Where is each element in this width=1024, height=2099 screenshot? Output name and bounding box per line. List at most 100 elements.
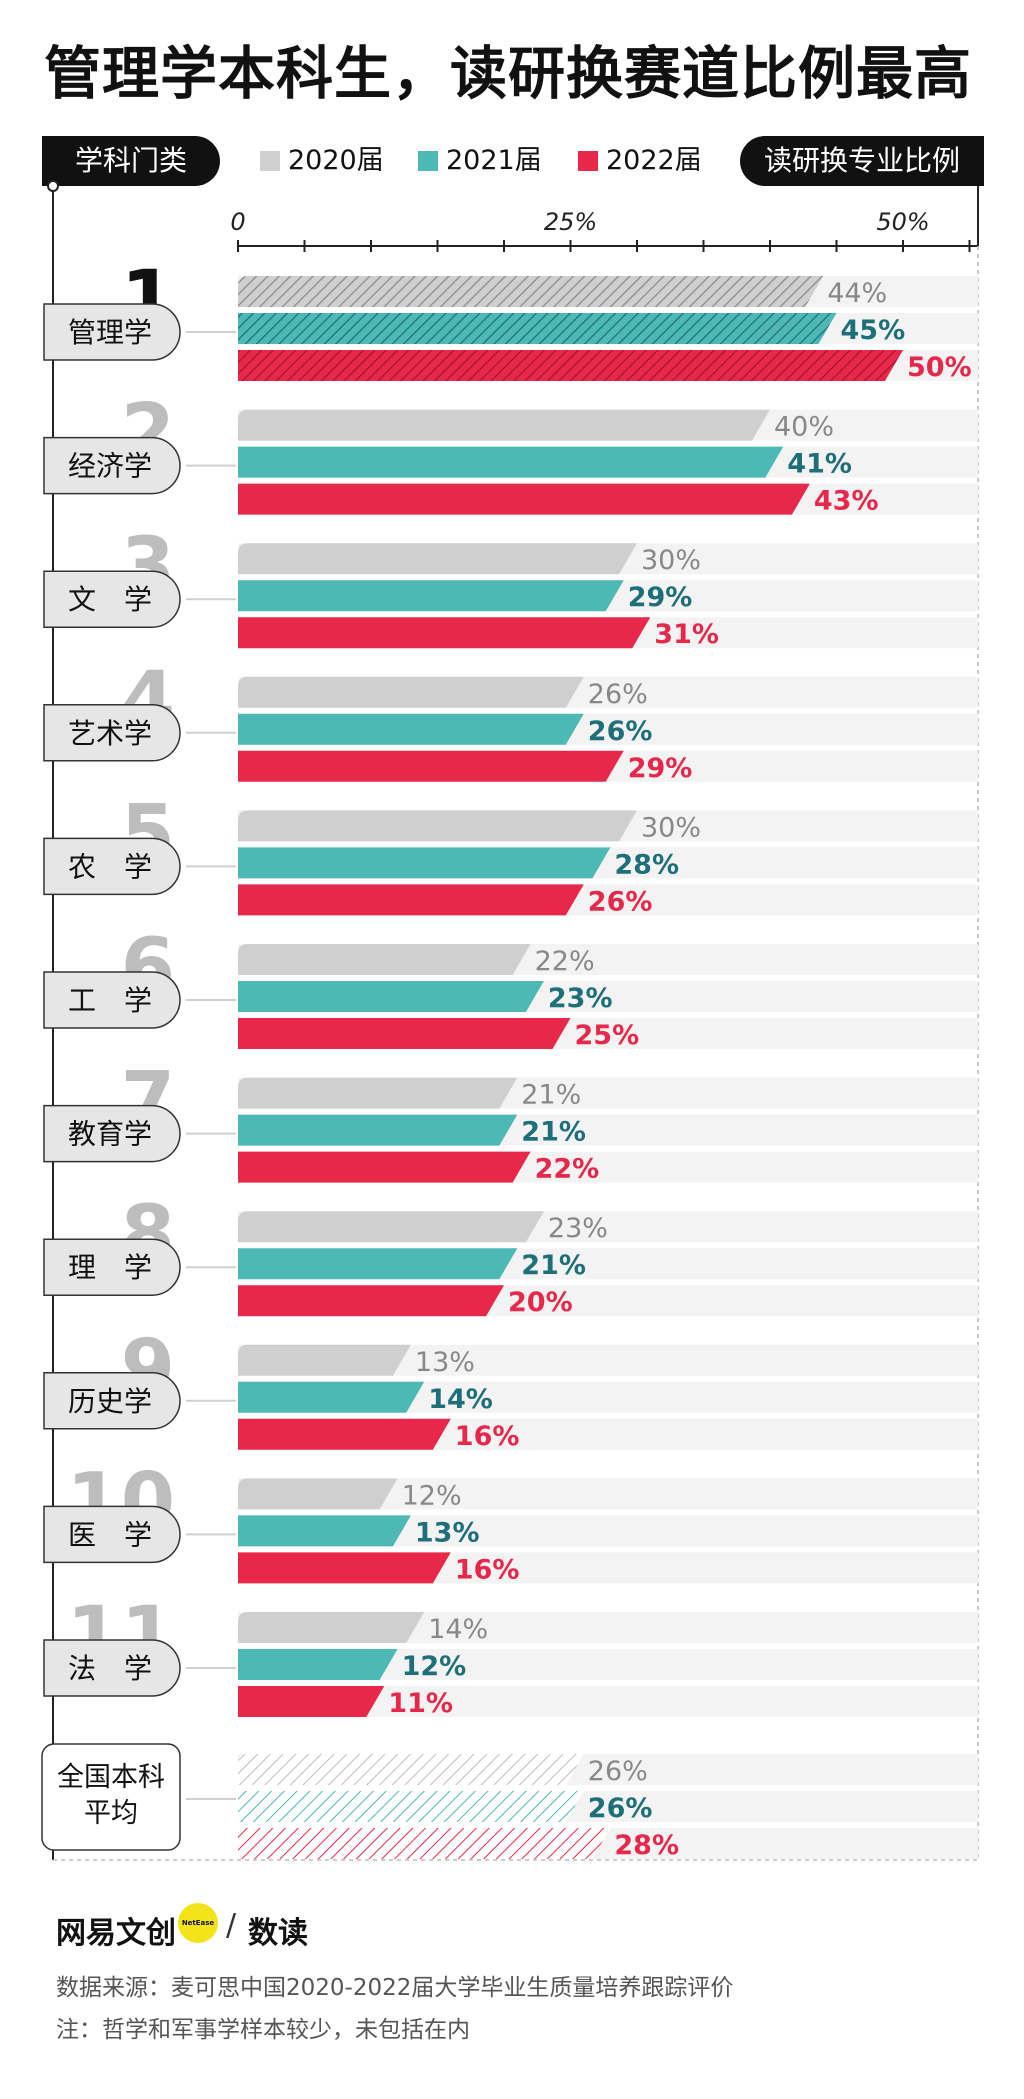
bar-2022届 <box>238 1418 451 1450</box>
bar-2020届 <box>238 1612 425 1643</box>
data-label: 26% <box>588 886 653 917</box>
average-pill <box>41 1743 181 1851</box>
category-label: 医 学 <box>68 1518 152 1551</box>
data-label: 23% <box>548 1213 608 1244</box>
brand-separator: / <box>226 1908 237 1943</box>
legend-item-2020: 2020届 <box>260 142 384 180</box>
category-label: 艺术学 <box>68 717 152 750</box>
data-label: 44% <box>827 278 887 309</box>
category-pill <box>43 1639 181 1697</box>
data-label: 31% <box>654 619 719 650</box>
bar-2020届 <box>238 1211 544 1243</box>
data-label: 28% <box>614 1830 679 1861</box>
bar-2021届 <box>238 1515 411 1547</box>
data-label: 22% <box>535 946 595 977</box>
bar-2022届 <box>238 350 903 381</box>
bar-2021届 <box>238 1791 584 1822</box>
category-header: 学科门类 <box>42 136 220 186</box>
bar-2022届 <box>238 884 584 916</box>
bar-2022届 <box>238 1552 451 1584</box>
category-pill <box>43 971 181 1029</box>
bar-2021届 <box>238 713 584 745</box>
data-label: 28% <box>614 849 679 880</box>
bar-2021届 <box>238 313 837 344</box>
category-pill <box>43 570 181 628</box>
data-label: 22% <box>535 1154 600 1185</box>
data-label: 21% <box>521 1250 586 1281</box>
category-pill <box>43 1505 181 1564</box>
x-tick-label: 50% <box>876 208 929 236</box>
category-label: 理 学 <box>68 1251 152 1284</box>
data-label: 50% <box>907 352 972 383</box>
bar-2020届 <box>238 944 531 975</box>
data-label: 26% <box>588 716 653 747</box>
bar-2021届 <box>238 847 611 879</box>
bar-2020届 <box>238 543 637 575</box>
category-pill <box>43 1104 181 1163</box>
average-label-line2: 平均 <box>84 1798 138 1829</box>
bar-2022届 <box>238 1285 504 1317</box>
bar-2021届 <box>238 446 784 478</box>
data-label: 12% <box>402 1480 462 1511</box>
bar-2021届 <box>238 1114 518 1146</box>
category-label: 工 学 <box>68 984 152 1017</box>
category-label: 法 学 <box>68 1652 152 1685</box>
bar-2020届 <box>238 409 770 441</box>
legend-label-2021: 2021届 <box>446 145 542 176</box>
data-label: 21% <box>521 1117 586 1148</box>
brand-badge: NetEase <box>178 1903 218 1943</box>
bar-2022届 <box>238 617 651 649</box>
legend-item-2021: 2021届 <box>418 142 542 180</box>
bar-2021届 <box>238 580 624 612</box>
bar-2022届 <box>238 1686 385 1717</box>
category-label: 管理学 <box>68 316 152 349</box>
data-label: 29% <box>628 753 693 784</box>
data-label: 30% <box>641 812 701 843</box>
category-label: 农 学 <box>68 850 152 883</box>
legend-label-2022: 2022届 <box>606 145 702 176</box>
data-label: 40% <box>774 412 834 443</box>
data-label: 13% <box>415 1517 480 1548</box>
category-label: 经济学 <box>68 450 152 483</box>
source-note: 数据来源：麦可思中国2020-2022届大学毕业生质量培养跟踪评价 <box>56 1975 734 2001</box>
bar-2021届 <box>238 1248 518 1280</box>
category-pill <box>43 1238 181 1296</box>
bar-2021届 <box>238 1649 398 1680</box>
bar-2022届 <box>238 483 810 515</box>
bar-2022届 <box>238 1828 611 1859</box>
data-label: 29% <box>628 582 693 613</box>
data-label: 45% <box>841 315 906 346</box>
category-pill <box>43 1372 181 1430</box>
data-label: 14% <box>428 1614 488 1645</box>
data-label: 12% <box>402 1651 467 1682</box>
data-label: 21% <box>521 1080 581 1111</box>
bar-2022届 <box>238 1151 531 1183</box>
data-label: 20% <box>508 1287 573 1318</box>
data-label: 16% <box>455 1554 520 1585</box>
category-label: 教育学 <box>68 1118 152 1151</box>
bar-2022届 <box>238 750 624 782</box>
category-label: 历史学 <box>68 1385 152 1418</box>
frame-dot <box>47 180 59 192</box>
data-label: 41% <box>787 449 852 480</box>
bar-2021届 <box>238 1381 425 1413</box>
bar-2020届 <box>238 276 824 307</box>
ratio-header: 读研换专业比例 <box>740 136 984 186</box>
bar-2021届 <box>238 981 544 1012</box>
bar-2020届 <box>238 1077 518 1109</box>
data-label: 16% <box>455 1421 520 1452</box>
bar-2020届 <box>238 676 584 708</box>
page-title: 管理学本科生，读研换赛道比例最高 <box>44 41 972 107</box>
brand-logo: 网易文创 <box>56 1916 176 1951</box>
data-label: 30% <box>641 545 701 576</box>
category-pill <box>43 303 181 361</box>
category-pill <box>43 436 181 495</box>
legend-item-2022: 2022届 <box>578 142 702 180</box>
bar-2022届 <box>238 1018 571 1049</box>
data-label: 13% <box>415 1347 475 1378</box>
legend-label-2020: 2020届 <box>288 145 384 176</box>
data-label: 23% <box>548 983 613 1014</box>
data-label: 11% <box>388 1688 453 1719</box>
data-label: 25% <box>575 1020 640 1051</box>
